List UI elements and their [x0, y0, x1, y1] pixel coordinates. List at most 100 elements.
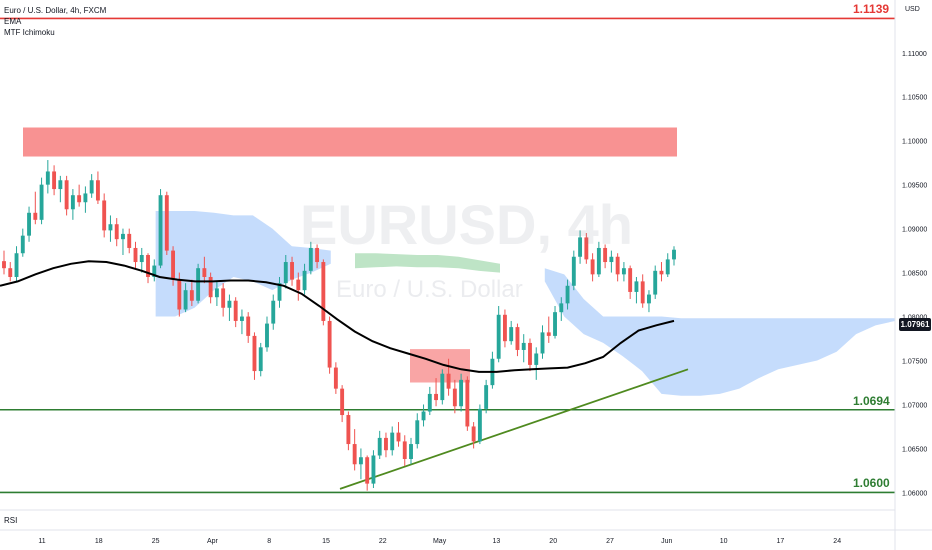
candle-body — [95, 180, 100, 201]
y-tick-label: 1.10000 — [902, 139, 927, 146]
candle-body — [252, 335, 257, 372]
candle-body — [365, 457, 370, 484]
candle-body — [139, 255, 144, 263]
level-label: 1.1139 — [853, 2, 890, 17]
candle-body — [465, 379, 470, 427]
candle-body — [127, 233, 132, 248]
candle-body — [653, 270, 658, 295]
candle-body — [496, 314, 501, 359]
supply-demand-zones — [23, 127, 677, 383]
candle-body — [102, 200, 107, 231]
y-tick-label: 1.06500 — [902, 446, 927, 453]
candle-body — [484, 385, 489, 409]
candle-body — [208, 276, 213, 298]
candle-body — [77, 195, 82, 203]
level-label: 1.0694 — [853, 393, 890, 408]
candle-body — [302, 270, 307, 291]
candle-body — [296, 279, 301, 291]
candle-body — [603, 247, 608, 263]
candle-body — [477, 408, 482, 442]
candle-body — [540, 332, 545, 354]
candle-body — [271, 300, 276, 324]
candle-body — [390, 432, 395, 451]
candle-body — [114, 224, 119, 240]
candles — [2, 160, 676, 491]
candle-body — [308, 247, 313, 271]
ema-line — [0, 260, 675, 373]
x-tick-label: Jun — [661, 538, 672, 545]
candle-body — [258, 347, 263, 372]
rsi-indicator-label[interactable]: RSI — [4, 516, 18, 525]
candle-body — [152, 265, 157, 277]
candle-body — [52, 171, 57, 190]
candle-body — [459, 379, 464, 407]
candle-body — [327, 320, 332, 368]
y-tick-label: 1.07500 — [902, 359, 927, 366]
y-tick-label: 1.11000 — [902, 51, 927, 58]
symbol-title[interactable]: Euro / U.S. Dollar, 4h, FXCM — [4, 6, 107, 15]
candle-body — [609, 256, 614, 263]
x-tick-label: 15 — [322, 538, 330, 545]
candle-body — [521, 342, 526, 350]
candle-body — [571, 256, 576, 286]
y-tick-label: 1.08500 — [902, 271, 927, 278]
candle-body — [315, 247, 320, 263]
cloud-segment — [544, 268, 895, 396]
candle-body — [452, 388, 457, 407]
candle-body — [202, 268, 207, 277]
candle-body — [384, 437, 388, 451]
candle-body — [183, 290, 188, 310]
y-tick-label: 1.06000 — [902, 490, 927, 497]
watermark-description: Euro / U.S. Dollar — [336, 276, 523, 303]
candle-body — [227, 300, 232, 308]
candle-body — [565, 285, 570, 304]
candle-body — [471, 426, 476, 442]
candle-body — [70, 195, 75, 210]
candle-body — [546, 332, 551, 336]
x-tick-label: 22 — [379, 538, 387, 545]
trendline — [339, 368, 689, 490]
candle-body — [321, 262, 326, 321]
candle-body — [171, 250, 176, 280]
indicator-ema[interactable]: EMA — [4, 17, 22, 26]
price-zone — [410, 349, 470, 383]
candle-body — [640, 281, 645, 304]
candle-body — [358, 457, 363, 465]
x-axis: 11 18 25 Apr 8 15 22 May 13 20 27 Jun 10 17 24 — [0, 529, 932, 545]
candle-body — [108, 224, 113, 231]
candle-body — [33, 212, 38, 220]
candle-body — [58, 180, 63, 190]
candle-body — [440, 373, 445, 401]
candle-body — [233, 300, 238, 321]
candle-body — [158, 195, 163, 266]
y-axis: 1.11000 1.10500 1.10000 1.09500 1.09000 1.085… — [894, 0, 927, 550]
indicator-ichimoku[interactable]: MTF Ichimoku — [4, 28, 55, 37]
candle-body — [8, 268, 13, 277]
candle-body — [659, 270, 664, 275]
candle-body — [515, 327, 520, 350]
candle-body — [415, 420, 420, 445]
legend: Euro / U.S. Dollar, 4h, FXCM EMA MTF Ich… — [4, 5, 106, 38]
candle-body — [39, 184, 44, 220]
x-tick-label: May — [433, 538, 447, 545]
candle-body — [590, 259, 595, 275]
candle-body — [534, 353, 539, 365]
candle-body — [196, 268, 201, 301]
x-tick-label: 13 — [493, 538, 501, 545]
currency-label[interactable]: USD — [905, 6, 920, 13]
candle-body — [346, 415, 351, 445]
candle-body — [214, 288, 219, 298]
candle-body — [402, 441, 407, 459]
candle-body — [133, 247, 138, 263]
candle-body — [20, 235, 25, 254]
x-tick-label: 17 — [777, 538, 785, 545]
y-tick-label: 1.09500 — [902, 183, 927, 190]
candle-body — [502, 314, 507, 342]
candle-body — [177, 279, 182, 310]
candle-body — [265, 323, 269, 348]
candle-body — [634, 281, 639, 292]
candle-body — [83, 193, 88, 203]
candle-body — [559, 303, 564, 313]
cloud-green-segment — [355, 253, 500, 273]
